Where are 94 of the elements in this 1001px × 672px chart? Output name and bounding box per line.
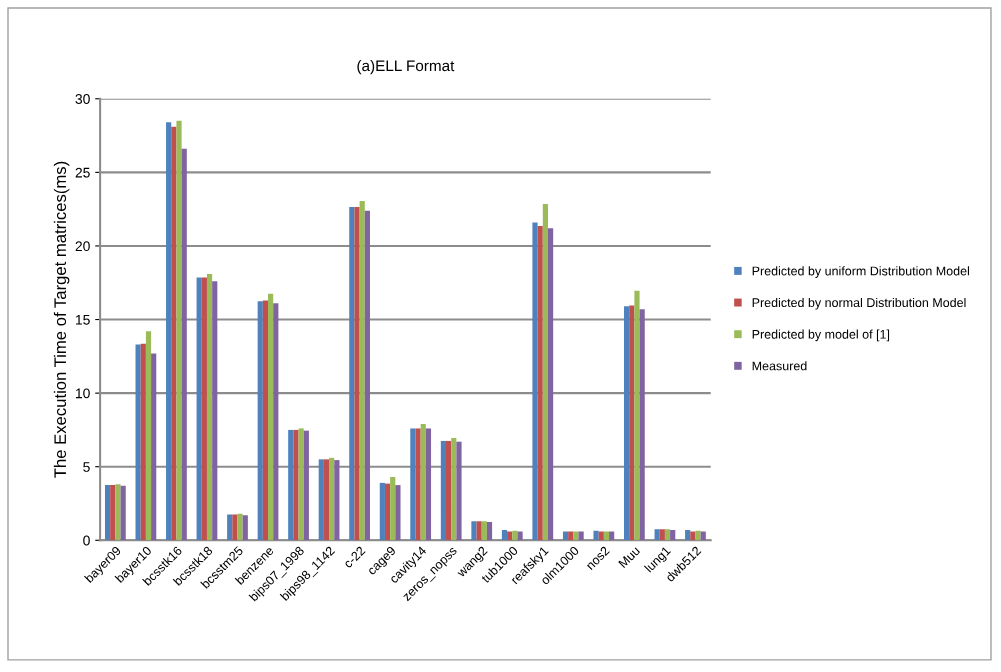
bar <box>512 530 518 541</box>
bar <box>476 521 482 541</box>
bar <box>104 485 111 541</box>
y-tick-label: 30 <box>75 94 90 104</box>
bar <box>227 514 233 541</box>
bar <box>573 531 579 541</box>
legend-label: Measured <box>752 361 807 371</box>
chart-title: (a)ELL Format <box>357 59 455 75</box>
legend-label: Predicted by uniform Distribution Model <box>752 266 969 278</box>
bar <box>456 441 462 541</box>
bar <box>273 303 279 541</box>
bar <box>568 531 574 541</box>
bar <box>318 459 324 541</box>
bar <box>593 530 599 541</box>
bar <box>323 459 330 541</box>
legend-label: Predicted by normal Distribution Model <box>752 297 966 310</box>
bar <box>420 424 426 541</box>
bar <box>140 343 146 541</box>
bar <box>501 529 508 541</box>
bar <box>232 514 238 541</box>
bar <box>166 122 172 541</box>
bar <box>354 206 360 541</box>
bar <box>176 120 182 541</box>
bar <box>624 306 630 541</box>
bar <box>262 300 269 541</box>
bar <box>629 305 635 541</box>
y-tick-label: 15 <box>75 315 90 325</box>
y-tick-label: 20 <box>75 241 90 252</box>
bar <box>390 477 396 541</box>
bar <box>659 529 665 541</box>
bar <box>451 438 457 541</box>
bar <box>517 531 523 541</box>
y-tick-label: 0 <box>83 535 90 546</box>
bar <box>242 515 248 541</box>
bar <box>359 201 365 541</box>
bar <box>537 226 543 541</box>
bar <box>145 331 152 541</box>
bar <box>695 530 701 541</box>
bar <box>440 440 447 541</box>
bar <box>609 531 615 541</box>
bar <box>670 529 676 541</box>
bar <box>562 531 569 541</box>
bar <box>690 531 696 541</box>
bar <box>578 531 584 541</box>
bar <box>181 148 187 541</box>
bar <box>384 483 391 541</box>
bar <box>507 531 513 541</box>
bar <box>685 529 691 541</box>
y-axis-title: The Execution Time of Target matrices(ms) <box>53 161 70 478</box>
y-tick-label: 5 <box>83 462 90 472</box>
bar <box>547 228 554 541</box>
bar <box>298 428 304 541</box>
bar <box>334 460 340 541</box>
bar <box>603 531 610 541</box>
y-tick-label: 10 <box>75 388 90 399</box>
y-tick-label: 25 <box>75 167 90 178</box>
bar <box>364 210 370 541</box>
bar <box>415 428 421 541</box>
bar <box>120 485 126 541</box>
bar <box>664 529 671 541</box>
bar <box>598 531 604 541</box>
bar <box>206 273 213 541</box>
bar <box>196 277 202 541</box>
bar <box>257 301 263 541</box>
bar <box>237 513 243 541</box>
bar <box>410 428 416 541</box>
bar <box>349 206 355 541</box>
bar <box>639 309 645 541</box>
bar <box>151 353 157 541</box>
bar <box>329 457 335 541</box>
bar <box>379 482 385 541</box>
bar <box>532 222 538 541</box>
bar <box>481 521 487 541</box>
bar <box>135 344 141 541</box>
bar <box>634 290 640 541</box>
bar <box>201 277 207 541</box>
bar <box>110 485 116 541</box>
bar <box>654 529 660 541</box>
legend-label: Predicted by model of [1] <box>752 329 890 342</box>
x-tick-label: Muu <box>618 546 641 569</box>
bar <box>288 429 294 541</box>
bar <box>700 531 706 541</box>
bar <box>303 430 309 541</box>
bar <box>395 485 401 541</box>
bar <box>115 484 121 541</box>
bar <box>425 428 432 541</box>
bar <box>542 204 548 541</box>
bar <box>471 521 477 541</box>
bar <box>446 440 452 541</box>
bar <box>486 521 493 541</box>
bar <box>171 126 177 541</box>
bar <box>268 293 274 541</box>
bar <box>212 281 218 541</box>
bar <box>293 429 299 541</box>
